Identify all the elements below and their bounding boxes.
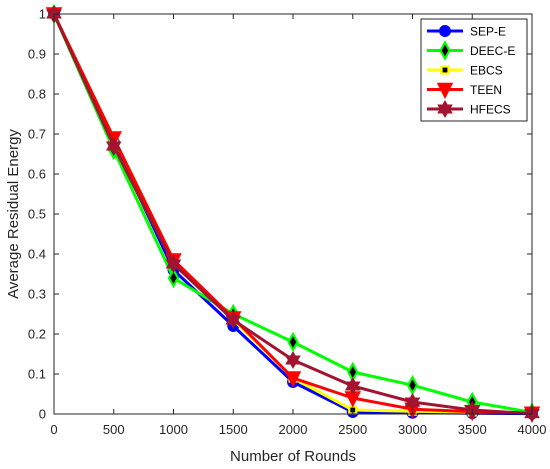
x-tick-label: 0: [50, 422, 57, 437]
x-tick-label: 3000: [398, 422, 427, 437]
legend-item: EBCS: [427, 64, 503, 78]
data-point-b: [285, 355, 301, 369]
y-tick-label: 0.2: [28, 327, 46, 342]
ticks-layer: 0 500 1000 1500 2000 2500 3000 3500 4000 0 0.1 0.2 0…: [28, 7, 547, 438]
data-point-b: [404, 397, 421, 411]
y-tick-label: 0.6: [28, 167, 46, 182]
y-tick-label: 1: [39, 7, 46, 22]
y-tick-label: 0.1: [28, 367, 46, 382]
legend-marker: [436, 82, 454, 100]
legend-label: EBCS: [470, 64, 503, 78]
y-axis-label: Average Residual Energy: [5, 129, 22, 299]
x-tick-label: 3500: [458, 422, 487, 437]
x-tick-label: 4000: [518, 422, 547, 437]
legend-item: DEEC-E: [427, 40, 515, 61]
x-tick-label: 2500: [338, 422, 367, 437]
legend-marker-b: [437, 104, 453, 118]
data-point: [287, 331, 299, 353]
data-point: [167, 267, 180, 289]
data-point: [284, 371, 302, 388]
legend-marker: [439, 40, 451, 61]
data-point-b: [165, 259, 182, 273]
y-tick-label: 0.3: [28, 287, 46, 302]
legend-item: HFECS: [427, 100, 511, 118]
y-tick-label: 0.8: [28, 87, 46, 102]
legend-item: SEP-E: [427, 25, 506, 39]
data-point-b: [225, 315, 242, 329]
y-tick-label: 0.9: [28, 47, 46, 62]
y-tick-label: 0: [39, 407, 46, 422]
x-axis-label: Number of Rounds: [230, 448, 356, 465]
legend: SEP-E DEEC-E EBCS TEEN HFECS: [420, 18, 528, 122]
y-tick-label: 0.4: [28, 247, 46, 262]
legend-label: SEP-E: [470, 25, 506, 39]
data-point-b: [105, 141, 122, 155]
x-tick-label: 500: [103, 422, 125, 437]
legend-label: DEEC-E: [470, 44, 515, 58]
y-tick-label: 0.5: [28, 207, 46, 222]
y-tick-label: 0.7: [28, 127, 46, 142]
legend-label: TEEN: [470, 83, 502, 97]
x-tick-label: 2000: [279, 422, 308, 437]
legend-item: TEEN: [427, 82, 502, 100]
legend-marker: [440, 65, 450, 75]
series-deec-e: [48, 3, 538, 423]
data-point-b: [344, 381, 361, 395]
series-hfecs: [46, 5, 540, 423]
legend-marker: [439, 25, 451, 37]
legend-label: HFECS: [470, 103, 511, 117]
x-tick-label: 1000: [159, 422, 188, 437]
x-tick-label: 1500: [219, 422, 248, 437]
series-layer: [45, 3, 541, 423]
